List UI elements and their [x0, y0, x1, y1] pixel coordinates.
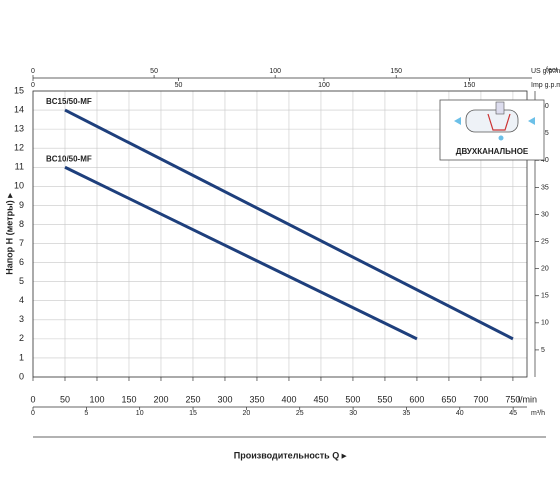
y2-tick-label: 45 [541, 130, 549, 137]
x-tick-label: 150 [121, 394, 136, 404]
y2-tick-label: 30 [541, 211, 549, 218]
extra-x-unit: US g.p.m. [531, 68, 560, 75]
y2-unit: feet [546, 67, 558, 74]
extra-x-tick-label: 50 [150, 68, 158, 75]
x-tick-label: 600 [409, 394, 424, 404]
y2-tick-label: 50 [541, 103, 549, 110]
y-tick-label: 11 [15, 162, 24, 172]
extra-x-tick-label: 35 [403, 410, 411, 417]
y2-tick-label: 10 [541, 320, 549, 327]
y2-tick-label: 15 [541, 293, 549, 300]
y-tick-label: 12 [14, 143, 24, 153]
x-tick-label: 350 [249, 394, 264, 404]
x-tick-label: 0 [30, 394, 35, 404]
y-axis-title: Напор H (метры) ▸ [4, 193, 14, 275]
x-tick-label: 400 [281, 394, 296, 404]
y-tick-label: 8 [19, 219, 24, 229]
extra-x-tick-label: 45 [509, 410, 517, 417]
y-tick-label: 10 [14, 181, 24, 191]
x-tick-label: 100 [89, 394, 104, 404]
pump-outlet [495, 101, 505, 115]
x-tick-label: 650 [441, 394, 456, 404]
impeller [487, 113, 511, 131]
x-unit: l/min [518, 394, 537, 404]
extra-x-tick-label: 10 [136, 410, 144, 417]
y-tick-label: 5 [19, 276, 24, 286]
series-label: BC15/50-MF [46, 97, 92, 106]
y-tick-label: 0 [19, 371, 24, 381]
x-tick-label: 700 [473, 394, 488, 404]
extra-x-tick-label: 50 [175, 82, 183, 89]
series-line [64, 165, 418, 341]
x-axis-title: Производительность Q ▸ [234, 450, 347, 460]
flow-arrow [528, 117, 535, 125]
inset: ДВУХКАНАЛЬНОЕ [439, 99, 545, 161]
extra-x-tick-label: 0 [31, 68, 35, 75]
extra-x-tick-label: 40 [456, 410, 464, 417]
x-tick-label: 500 [345, 394, 360, 404]
extra-x-tick-label: 100 [269, 68, 281, 75]
x-tick-label: 50 [60, 394, 70, 404]
y-tick-label: 15 [14, 85, 24, 95]
y-tick-label: 4 [19, 295, 24, 305]
x-tick-label: 550 [377, 394, 392, 404]
plot-frame [32, 90, 528, 378]
extra-x-tick-label: 20 [242, 410, 250, 417]
extra-x-tick-label: 0 [31, 410, 35, 417]
flow-arrow [454, 117, 461, 125]
extra-x-tick-label: 15 [189, 410, 197, 417]
x-tick-label: 750 [505, 394, 520, 404]
inlet [498, 135, 504, 141]
y2-tick-label: 25 [541, 238, 549, 245]
series-label: BC10/50-MF [46, 154, 92, 163]
extra-x-tick-label: 100 [318, 82, 330, 89]
extra-x-tick-label: 0 [31, 82, 35, 89]
extra-x-unit: m³/h [531, 410, 545, 417]
extra-x-tick-label: 30 [349, 410, 357, 417]
y2-tick-label: 35 [541, 184, 549, 191]
x-tick-label: 200 [153, 394, 168, 404]
y-tick-label: 3 [19, 314, 24, 324]
y2-tick-label: 20 [541, 266, 549, 273]
y-tick-label: 6 [19, 257, 24, 267]
y-tick-label: 7 [19, 238, 24, 248]
x-tick-label: 450 [313, 394, 328, 404]
pump-body [465, 109, 519, 133]
extra-x-tick-label: 150 [464, 82, 476, 89]
extra-x-unit: Imp g.p.m. [531, 82, 560, 89]
y-tick-label: 2 [19, 333, 24, 343]
x-tick-label: 250 [185, 394, 200, 404]
x-tick-label: 300 [217, 394, 232, 404]
series-line [64, 108, 514, 341]
extra-x-tick-label: 150 [390, 68, 402, 75]
y-tick-label: 1 [19, 352, 24, 362]
extra-x-tick-label: 5 [84, 410, 88, 417]
y2-tick-label: 40 [541, 157, 549, 164]
inset-label: ДВУХКАНАЛЬНОЕ [456, 147, 529, 156]
y-tick-label: 13 [14, 124, 24, 134]
y2-tick-label: 5 [541, 347, 545, 354]
y-tick-label: 14 [14, 104, 24, 114]
y-tick-label: 9 [19, 200, 24, 210]
extra-x-tick-label: 25 [296, 410, 304, 417]
